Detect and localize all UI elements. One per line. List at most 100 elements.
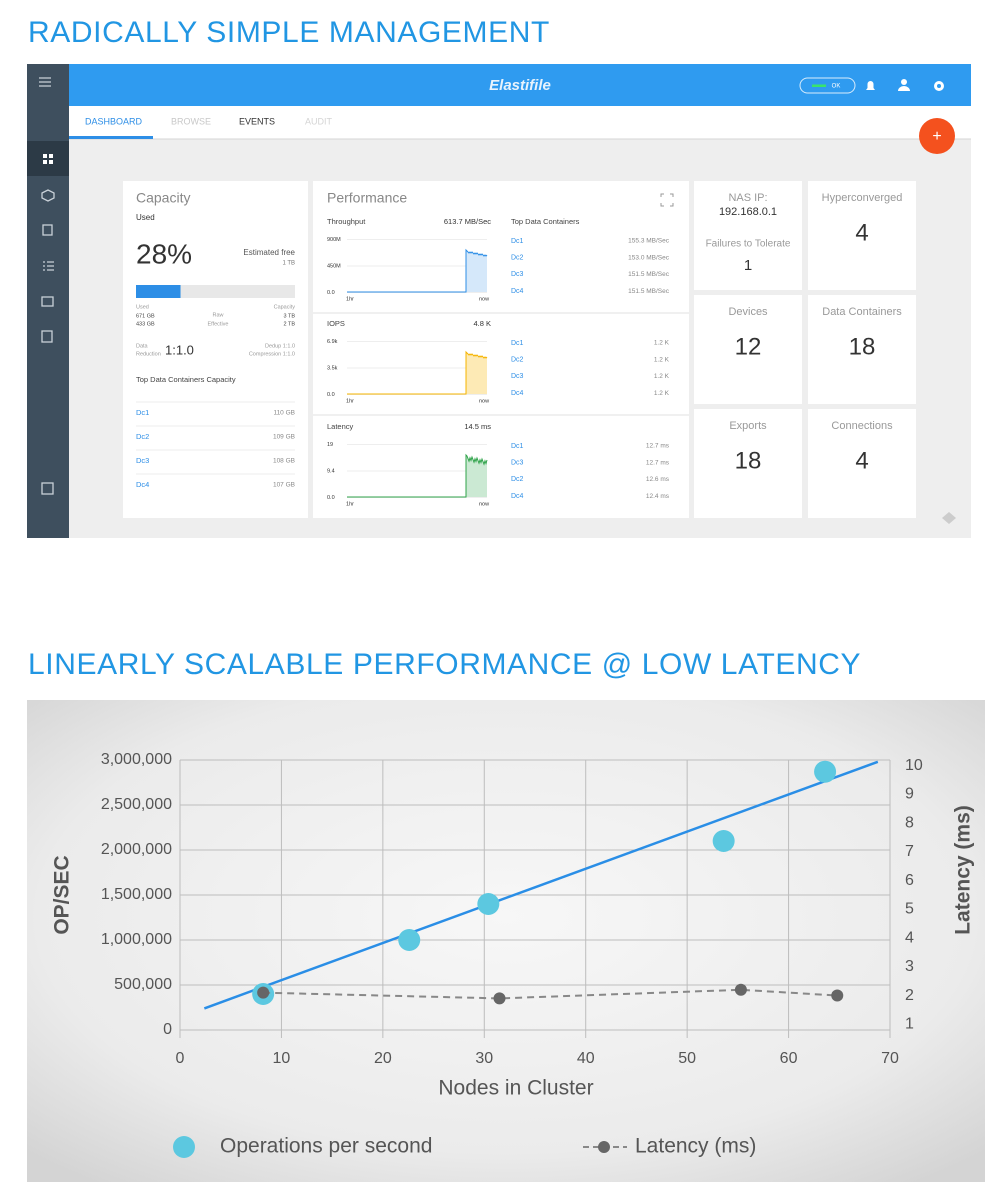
spark-tick: 9.4: [327, 468, 335, 474]
breakdown-label: Used: [136, 304, 149, 310]
spark-tick: 3.5k: [327, 365, 338, 371]
free-label: Estimated free: [243, 248, 295, 257]
status-text: OK: [832, 84, 841, 90]
x-tick-label: 70: [881, 1050, 899, 1067]
spark-tick: now: [479, 398, 489, 404]
container-link[interactable]: Dc4: [136, 480, 149, 489]
data-point: [257, 986, 270, 999]
data-point: [398, 929, 421, 951]
tile-value: 18: [849, 333, 876, 360]
y2-tick-label: 1: [905, 1015, 914, 1032]
y-tick-label: 2,500,000: [101, 796, 172, 813]
container-link[interactable]: Dc3: [511, 460, 524, 467]
container-value: 151.5 MB/Sec: [628, 288, 670, 295]
container-link[interactable]: Dc1: [511, 238, 524, 245]
free-value: 1 TB: [282, 261, 295, 267]
container-link[interactable]: Dc1: [136, 408, 149, 417]
metric-label: Throughput: [327, 217, 366, 226]
spark-tick: 900M: [327, 237, 341, 243]
breakdown: Used Raw Capacity 671 GB 3 TB 433 GB Eff…: [136, 304, 295, 357]
y-tick-label: 3,000,000: [101, 751, 172, 768]
x-tick-label: 20: [374, 1050, 392, 1067]
breakdown-label: Capacity: [274, 304, 296, 310]
spark-tick: 0.0: [327, 392, 335, 398]
spark-tick: 19: [327, 442, 333, 448]
sparkline-area: [347, 455, 487, 497]
reduction-label: Data: [136, 343, 149, 349]
performance-card: [313, 181, 689, 518]
tab-underline: [69, 136, 153, 139]
sidebar: [27, 64, 69, 538]
container-link[interactable]: Dc3: [136, 456, 149, 465]
y2-tick-label: 9: [905, 786, 914, 803]
y2-tick-label: 6: [905, 872, 914, 889]
data-point: [712, 830, 735, 852]
y-tick-label: 2,000,000: [101, 841, 172, 858]
legend-label: Operations per second: [220, 1135, 432, 1158]
tab[interactable]: AUDIT: [305, 116, 333, 126]
metric-value: 14.5 ms: [464, 422, 491, 431]
breakdown-label: Effective: [208, 321, 229, 327]
data-point: [734, 983, 747, 996]
y2-axis-label: Latency (ms): [952, 805, 975, 935]
y2-tick-label: 5: [905, 901, 914, 918]
compression: Compression 1:1.0: [249, 351, 295, 357]
container-link[interactable]: Dc1: [511, 340, 524, 347]
container-link[interactable]: Dc3: [511, 373, 524, 380]
container-value: 108 GB: [273, 458, 295, 465]
tile-label: Connections: [831, 420, 893, 432]
container-link[interactable]: Dc2: [136, 432, 149, 441]
fab-label: +: [932, 128, 941, 145]
sidebar-icons[interactable]: [39, 77, 55, 495]
tile-value: 18: [735, 447, 762, 474]
card-title: Performance: [327, 190, 407, 206]
y2-tick-label: 10: [905, 757, 923, 774]
stat-tile: [694, 295, 802, 404]
y2-tick-label: 8: [905, 814, 914, 831]
container-link[interactable]: Dc4: [511, 288, 524, 295]
reduction-value: 1:1.0: [165, 342, 194, 357]
x-tick-label: 0: [176, 1050, 185, 1067]
container-link[interactable]: Dc2: [511, 255, 524, 262]
metric-label: Latency: [327, 422, 354, 431]
sparkline: [347, 453, 488, 498]
card-title: Capacity: [136, 190, 190, 206]
heading: RADICALLY SIMPLE MANAGEMENT: [28, 16, 550, 49]
trend-line: [203, 760, 879, 1010]
container-link[interactable]: Dc4: [511, 493, 524, 500]
spark-tick: 450M: [327, 263, 341, 269]
container-link[interactable]: Dc2: [511, 476, 524, 483]
top-title: Top Data Containers Capacity: [136, 375, 236, 384]
tab[interactable]: BROWSE: [171, 116, 211, 126]
container-value: 109 GB: [273, 434, 295, 441]
tab[interactable]: EVENTS: [239, 116, 275, 126]
heading: LINEARLY SCALABLE PERFORMANCE @ LOW LATE…: [28, 648, 861, 681]
tile-label: Devices: [728, 306, 768, 318]
fab[interactable]: [919, 118, 955, 154]
data-point: [831, 989, 844, 1002]
tab[interactable]: DASHBOARD: [85, 116, 143, 126]
container-link[interactable]: Dc3: [511, 271, 524, 278]
topbar-icons[interactable]: [866, 79, 944, 91]
status-pill[interactable]: [799, 77, 856, 94]
spark-tick: 0.0: [327, 290, 335, 296]
x-axis-label: Nodes in Cluster: [438, 1077, 593, 1100]
container-link[interactable]: Dc2: [511, 357, 524, 364]
container-link[interactable]: Dc4: [511, 390, 524, 397]
x-tick-label: 30: [475, 1050, 493, 1067]
expand-icon[interactable]: [660, 193, 674, 207]
y2-tick-label: 7: [905, 843, 914, 860]
y2-tick-label: 3: [905, 958, 914, 975]
sidebar-active: [27, 141, 69, 176]
y-tick-label: 1,000,000: [101, 931, 172, 948]
metric-value: 613.7 MB/Sec: [444, 217, 491, 226]
breakdown-value: 2 TB: [283, 321, 295, 327]
spark-tick: 1hr: [346, 398, 354, 404]
tile-label: Hyperconverged: [822, 192, 903, 204]
legend-marker: [598, 1141, 610, 1153]
container-value: 1.2 K: [654, 356, 670, 363]
breakdown-label: Raw: [212, 312, 223, 318]
breakdown-value: 433 GB: [136, 321, 155, 327]
container-link[interactable]: Dc1: [511, 443, 524, 450]
